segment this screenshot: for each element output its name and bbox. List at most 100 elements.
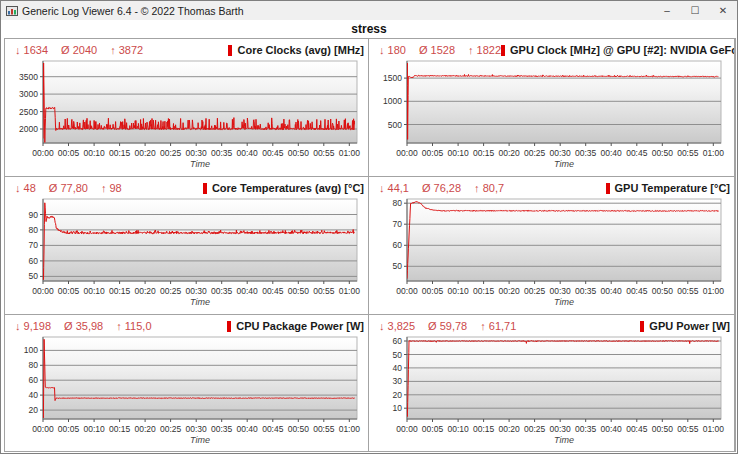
chart-canvas: 102030405060 00:0000:0500:1000:1500:2000… [373,334,727,446]
svg-text:90: 90 [29,210,39,220]
chart-plot-area: 5060708090 00:0000:0500:1000:1500:2000:2… [9,196,364,314]
chart-stats: ↓ 9,198 Ø 35,98 ↑ 115,0 [9,320,152,332]
legend-color-marker-icon [501,45,505,56]
x-axis: 00:0000:0500:1000:1500:2000:2500:3000:35… [32,419,360,434]
minimize-button[interactable]: – [653,1,681,20]
svg-text:00:45: 00:45 [262,286,284,296]
svg-text:80: 80 [29,360,39,370]
svg-text:00:25: 00:25 [524,286,546,296]
chart-header: ↓ 48 Ø 77,80 ↑ 98 Core Temperatures (avg… [9,180,364,196]
chart-canvas: 2000250030003500 00:0000:0500:1000:1500:… [9,58,363,170]
app-icon [6,5,18,17]
chart-grid: ↓ 1634 Ø 2040 ↑ 3872 Core Clocks (avg) [… [4,38,736,452]
chart-title: GPU Temperature [°C] [606,182,730,194]
chart-stats: ↓ 44,1 Ø 76,28 ↑ 80,7 [373,182,504,194]
svg-text:70: 70 [393,219,403,229]
chart-title-text: Core Temperatures (avg) [°C] [212,182,364,194]
chart-plot-area: 2000250030003500 00:0000:0500:1000:1500:… [9,58,364,176]
stat-min: ↓ 3,825 [379,320,415,332]
svg-text:2000: 2000 [19,124,38,134]
svg-text:500: 500 [388,120,402,130]
svg-text:80: 80 [29,225,39,235]
svg-text:50: 50 [393,350,403,360]
chart-title: GPU Power [W] [640,320,730,332]
chart-title-text: GPU Clock [MHz] @ GPU [#2]: NVIDIA GeFor… [510,44,734,56]
svg-text:00:45: 00:45 [262,424,284,434]
svg-text:00:50: 00:50 [288,148,310,158]
window-titlebar: Generic Log Viewer 6.4 - © 2022 Thomas B… [1,1,737,20]
svg-text:80: 80 [393,198,403,208]
chart-title-text: GPU Power [W] [649,320,730,332]
stat-min: ↓ 44,1 [379,182,409,194]
chart-title: GPU Clock [MHz] @ GPU [#2]: NVIDIA GeFor… [501,44,734,56]
svg-text:00:25: 00:25 [160,424,182,434]
svg-text:00:55: 00:55 [313,424,335,434]
stat-min: ↓ 1634 [15,44,48,56]
stat-max: ↑ 115,0 [116,320,151,332]
svg-text:60: 60 [29,256,39,266]
legend-color-marker-icon [227,321,231,332]
chart-stats: ↓ 48 Ø 77,80 ↑ 98 [9,182,122,194]
svg-text:00:30: 00:30 [550,286,572,296]
svg-text:40: 40 [29,390,39,400]
svg-text:00:05: 00:05 [422,286,444,296]
svg-text:00:15: 00:15 [473,286,495,296]
svg-text:00:00: 00:00 [396,424,418,434]
svg-text:00:20: 00:20 [498,286,520,296]
maximize-button[interactable]: ☐ [681,1,709,20]
chart-panel: ↓ 44,1 Ø 76,28 ↑ 80,7 GPU Temperature [°… [369,177,734,314]
svg-text:00:30: 00:30 [186,148,208,158]
svg-text:00:25: 00:25 [524,148,546,158]
plot-background [43,61,357,143]
svg-text:00:05: 00:05 [58,286,80,296]
x-axis: 00:0000:0500:1000:1500:2000:2500:3000:35… [32,143,360,158]
svg-text:00:00: 00:00 [32,148,54,158]
time-axis-label: Time [554,297,574,307]
svg-text:00:20: 00:20 [498,148,520,158]
svg-text:50: 50 [29,271,39,281]
chart-header: ↓ 44,1 Ø 76,28 ↑ 80,7 GPU Temperature [°… [373,180,730,196]
svg-text:70: 70 [29,240,39,250]
stat-max: ↑ 61,71 [480,320,516,332]
page-title: stress [1,20,737,38]
time-axis-label: Time [190,159,210,169]
chart-stats: ↓ 1634 Ø 2040 ↑ 3872 [9,44,143,56]
time-axis-label: Time [554,435,574,445]
svg-text:00:25: 00:25 [160,286,182,296]
svg-text:2500: 2500 [19,107,38,117]
svg-text:00:10: 00:10 [83,286,105,296]
chart-plot-area: 102030405060 00:0000:0500:1000:1500:2000… [373,334,730,451]
close-button[interactable]: ✕ [709,1,737,20]
chart-title: CPU Package Power [W] [227,320,364,332]
stat-avg: Ø 35,98 [64,320,103,332]
svg-text:40: 40 [393,363,403,373]
svg-text:00:40: 00:40 [237,148,259,158]
svg-text:1500: 1500 [383,73,402,83]
svg-text:20: 20 [29,405,39,415]
svg-text:00:50: 00:50 [288,424,310,434]
chart-header: ↓ 3,825 Ø 59,78 ↑ 61,71 GPU Power [W] [373,318,730,334]
svg-text:00:50: 00:50 [652,148,674,158]
chart-title: Core Temperatures (avg) [°C] [203,182,364,194]
svg-text:00:10: 00:10 [447,424,469,434]
plot-background [43,199,357,281]
svg-text:00:35: 00:35 [575,286,597,296]
plot-background [407,337,721,419]
chart-canvas: 20406080100 00:0000:0500:1000:1500:2000:… [9,334,363,446]
svg-text:00:35: 00:35 [211,286,233,296]
svg-text:00:30: 00:30 [186,424,208,434]
svg-text:00:40: 00:40 [601,424,623,434]
chart-canvas: 5060708090 00:0000:0500:1000:1500:2000:2… [9,196,363,308]
svg-text:00:45: 00:45 [626,286,648,296]
svg-text:60: 60 [393,240,403,250]
svg-text:00:55: 00:55 [313,148,335,158]
svg-text:00:05: 00:05 [422,148,444,158]
svg-text:01:00: 01:00 [703,424,725,434]
svg-text:00:40: 00:40 [601,286,623,296]
svg-text:01:00: 01:00 [339,424,361,434]
time-axis-label: Time [554,159,574,169]
svg-text:00:35: 00:35 [575,424,597,434]
chart-plot-area: 50607080 00:0000:0500:1000:1500:2000:250… [373,196,730,314]
stat-max: ↑ 3872 [110,44,143,56]
svg-text:00:35: 00:35 [211,148,233,158]
